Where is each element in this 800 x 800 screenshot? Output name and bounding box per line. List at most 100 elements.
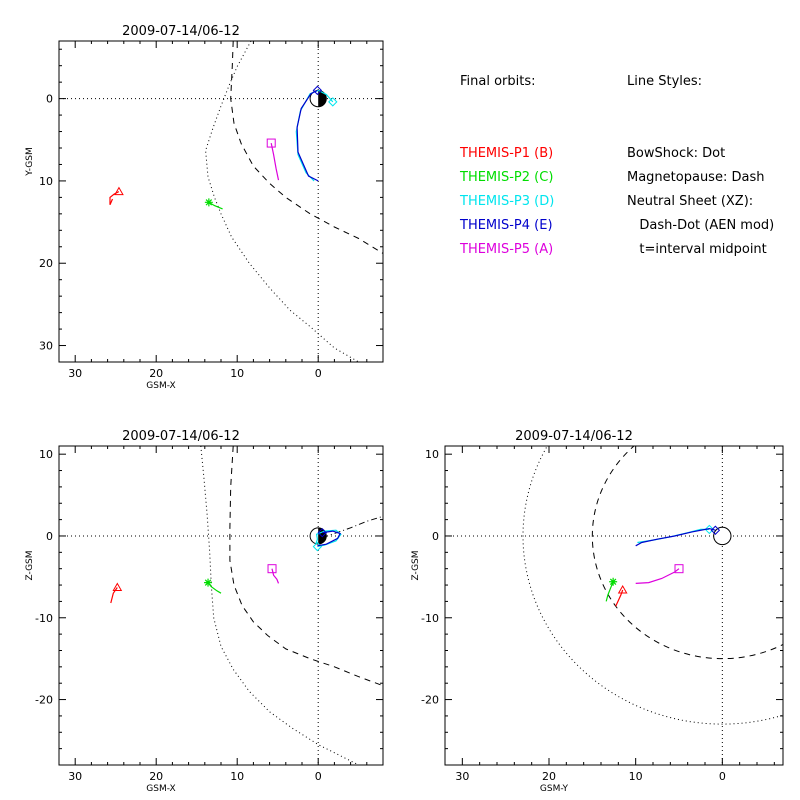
x-tick-label: 20 bbox=[149, 367, 163, 380]
orbit-track-p1 bbox=[615, 589, 624, 607]
neutral-sheet-curve bbox=[322, 515, 383, 539]
legend-probe-p5: THEMIS-P5 (A) bbox=[460, 242, 554, 257]
plot-area bbox=[59, 41, 383, 362]
y-tick-label: 0 bbox=[46, 530, 53, 543]
x-axis-label: GSM-X bbox=[146, 381, 175, 391]
marker-p2 bbox=[204, 578, 213, 587]
y-axis-label: Y-GSM bbox=[25, 147, 35, 176]
plot-title: 2009-07-14/06-12 bbox=[122, 429, 240, 444]
bowshock-curve bbox=[522, 446, 783, 725]
x-tick-label: 10 bbox=[230, 770, 244, 783]
y-tick-label: 20 bbox=[39, 257, 53, 270]
legend-styles-title: Line Styles: bbox=[627, 74, 703, 89]
x-tick-label: 20 bbox=[542, 770, 556, 783]
legend-probe-list: THEMIS-P1 (B) THEMIS-P2 (C) THEMIS-P3 (D) T… bbox=[460, 142, 554, 257]
y-axis-label: Z-GSM bbox=[411, 550, 421, 580]
orbit-track-p2 bbox=[208, 201, 223, 210]
y-tick-label: 10 bbox=[39, 175, 53, 188]
series-p3 bbox=[637, 524, 715, 544]
x-tick-label: 30 bbox=[455, 770, 469, 783]
legend-line-styles: Line Styles: BowShock: Dot Magnetopause: … bbox=[627, 22, 774, 257]
plot-title: 2009-07-14/06-12 bbox=[122, 24, 240, 39]
y-tick-label: 30 bbox=[39, 340, 53, 353]
y-tick-label: 0 bbox=[46, 93, 53, 106]
x-tick-label: 0 bbox=[315, 367, 322, 380]
plot-area bbox=[445, 446, 783, 765]
marker-p1 bbox=[114, 186, 124, 196]
plot-title: 2009-07-14/06-12 bbox=[515, 429, 633, 444]
x-axis-label: GSM-X bbox=[146, 784, 175, 794]
y-tick-label: 0 bbox=[432, 530, 439, 543]
legend-probe-p3: THEMIS-P3 (D) bbox=[460, 194, 555, 209]
legend-style-line: Dash-Dot (AEN mod) bbox=[627, 218, 775, 233]
marker-p5 bbox=[267, 564, 277, 574]
y-tick-label: 10 bbox=[425, 448, 439, 461]
x-tick-label: 30 bbox=[68, 367, 82, 380]
marker-p1 bbox=[617, 584, 628, 594]
series-p1 bbox=[110, 582, 123, 604]
y-tick-label: -20 bbox=[421, 694, 439, 707]
legend-orbits: Final orbits: THEMIS-P1 (B) THEMIS-P2 (C)… bbox=[460, 22, 554, 257]
marker-p5 bbox=[266, 138, 276, 148]
marker-p5 bbox=[674, 564, 684, 574]
plot-area bbox=[59, 446, 383, 765]
x-tick-label: 20 bbox=[149, 770, 163, 783]
legend-style-line: Magnetopause: Dash bbox=[627, 170, 765, 185]
series-p2 bbox=[605, 577, 618, 602]
marker-p2 bbox=[609, 577, 618, 586]
marker-p4 bbox=[710, 525, 721, 535]
orbit-track-p5 bbox=[271, 568, 280, 584]
y-tick-label: -20 bbox=[35, 694, 53, 707]
series-p4 bbox=[296, 85, 323, 182]
x-tick-label: 0 bbox=[315, 770, 322, 783]
x-tick-label: 30 bbox=[68, 770, 82, 783]
plot-xy: 30 20 10 0 0 10 20 30 2009-07-14/06-12 GSM-X Y-GSM bbox=[25, 24, 384, 391]
marker-p4 bbox=[312, 85, 323, 96]
orbit-track-p5 bbox=[635, 568, 680, 584]
marker-p1 bbox=[112, 582, 123, 592]
series-p5 bbox=[266, 138, 280, 181]
orbit-track-p5 bbox=[270, 142, 280, 181]
bowshock-curve bbox=[200, 446, 360, 765]
plot-frame bbox=[444, 445, 784, 766]
orbit-track-p4 bbox=[296, 89, 319, 182]
orbit-track-p1 bbox=[110, 587, 118, 604]
legend-style-line: t=interval midpoint bbox=[627, 242, 767, 257]
y-axis-label: Z-GSM bbox=[25, 550, 35, 580]
magnetopause-curve bbox=[230, 41, 383, 254]
y-tick-label: -10 bbox=[35, 612, 53, 625]
legend-style-line: BowShock: Dot bbox=[627, 146, 726, 161]
magnetopause-curve bbox=[229, 446, 383, 687]
magnetopause-curve bbox=[591, 446, 783, 660]
series-p2 bbox=[204, 198, 223, 210]
earth-icon bbox=[713, 526, 732, 546]
plot-frame bbox=[58, 445, 384, 766]
plot-frame bbox=[58, 40, 384, 363]
legend-probe-p2: THEMIS-P2 (C) bbox=[460, 170, 554, 185]
series-p2 bbox=[204, 578, 222, 594]
legend-probe-p4: THEMIS-P4 (E) bbox=[460, 218, 553, 233]
orbit-track-p1 bbox=[109, 191, 120, 206]
plot-yz: 30 20 10 0 10 0 -10 -20 2009-07-14/06-12 GSM-Y Z-G… bbox=[411, 429, 784, 794]
legend-probe-p1: THEMIS-P1 (B) bbox=[460, 146, 554, 161]
marker-p4 bbox=[317, 527, 327, 538]
legend-style-list: BowShock: Dot Magnetopause: Dash Neutral S… bbox=[627, 142, 774, 257]
x-axis-label: GSM-Y bbox=[540, 784, 569, 794]
legend-style-line: Neutral Sheet (XZ): bbox=[627, 194, 754, 209]
orbit-track-p4 bbox=[317, 530, 341, 547]
series-p5 bbox=[267, 564, 280, 584]
orbit-track-p4 bbox=[635, 527, 716, 547]
series-p1 bbox=[615, 584, 628, 607]
series-p4 bbox=[635, 525, 721, 547]
series-p5 bbox=[635, 564, 684, 584]
plot-xz: 30 20 10 0 10 0 -10 -20 2009-07-14/06-12 GSM-X Z-G… bbox=[25, 429, 384, 794]
x-tick-label: 0 bbox=[719, 770, 726, 783]
marker-p3 bbox=[328, 97, 338, 107]
series-p4 bbox=[317, 527, 341, 547]
earth-icon bbox=[309, 90, 327, 108]
bowshock-curve bbox=[205, 41, 359, 362]
y-tick-label: -10 bbox=[421, 612, 439, 625]
series-p1 bbox=[109, 186, 124, 206]
marker-p3 bbox=[704, 524, 715, 535]
